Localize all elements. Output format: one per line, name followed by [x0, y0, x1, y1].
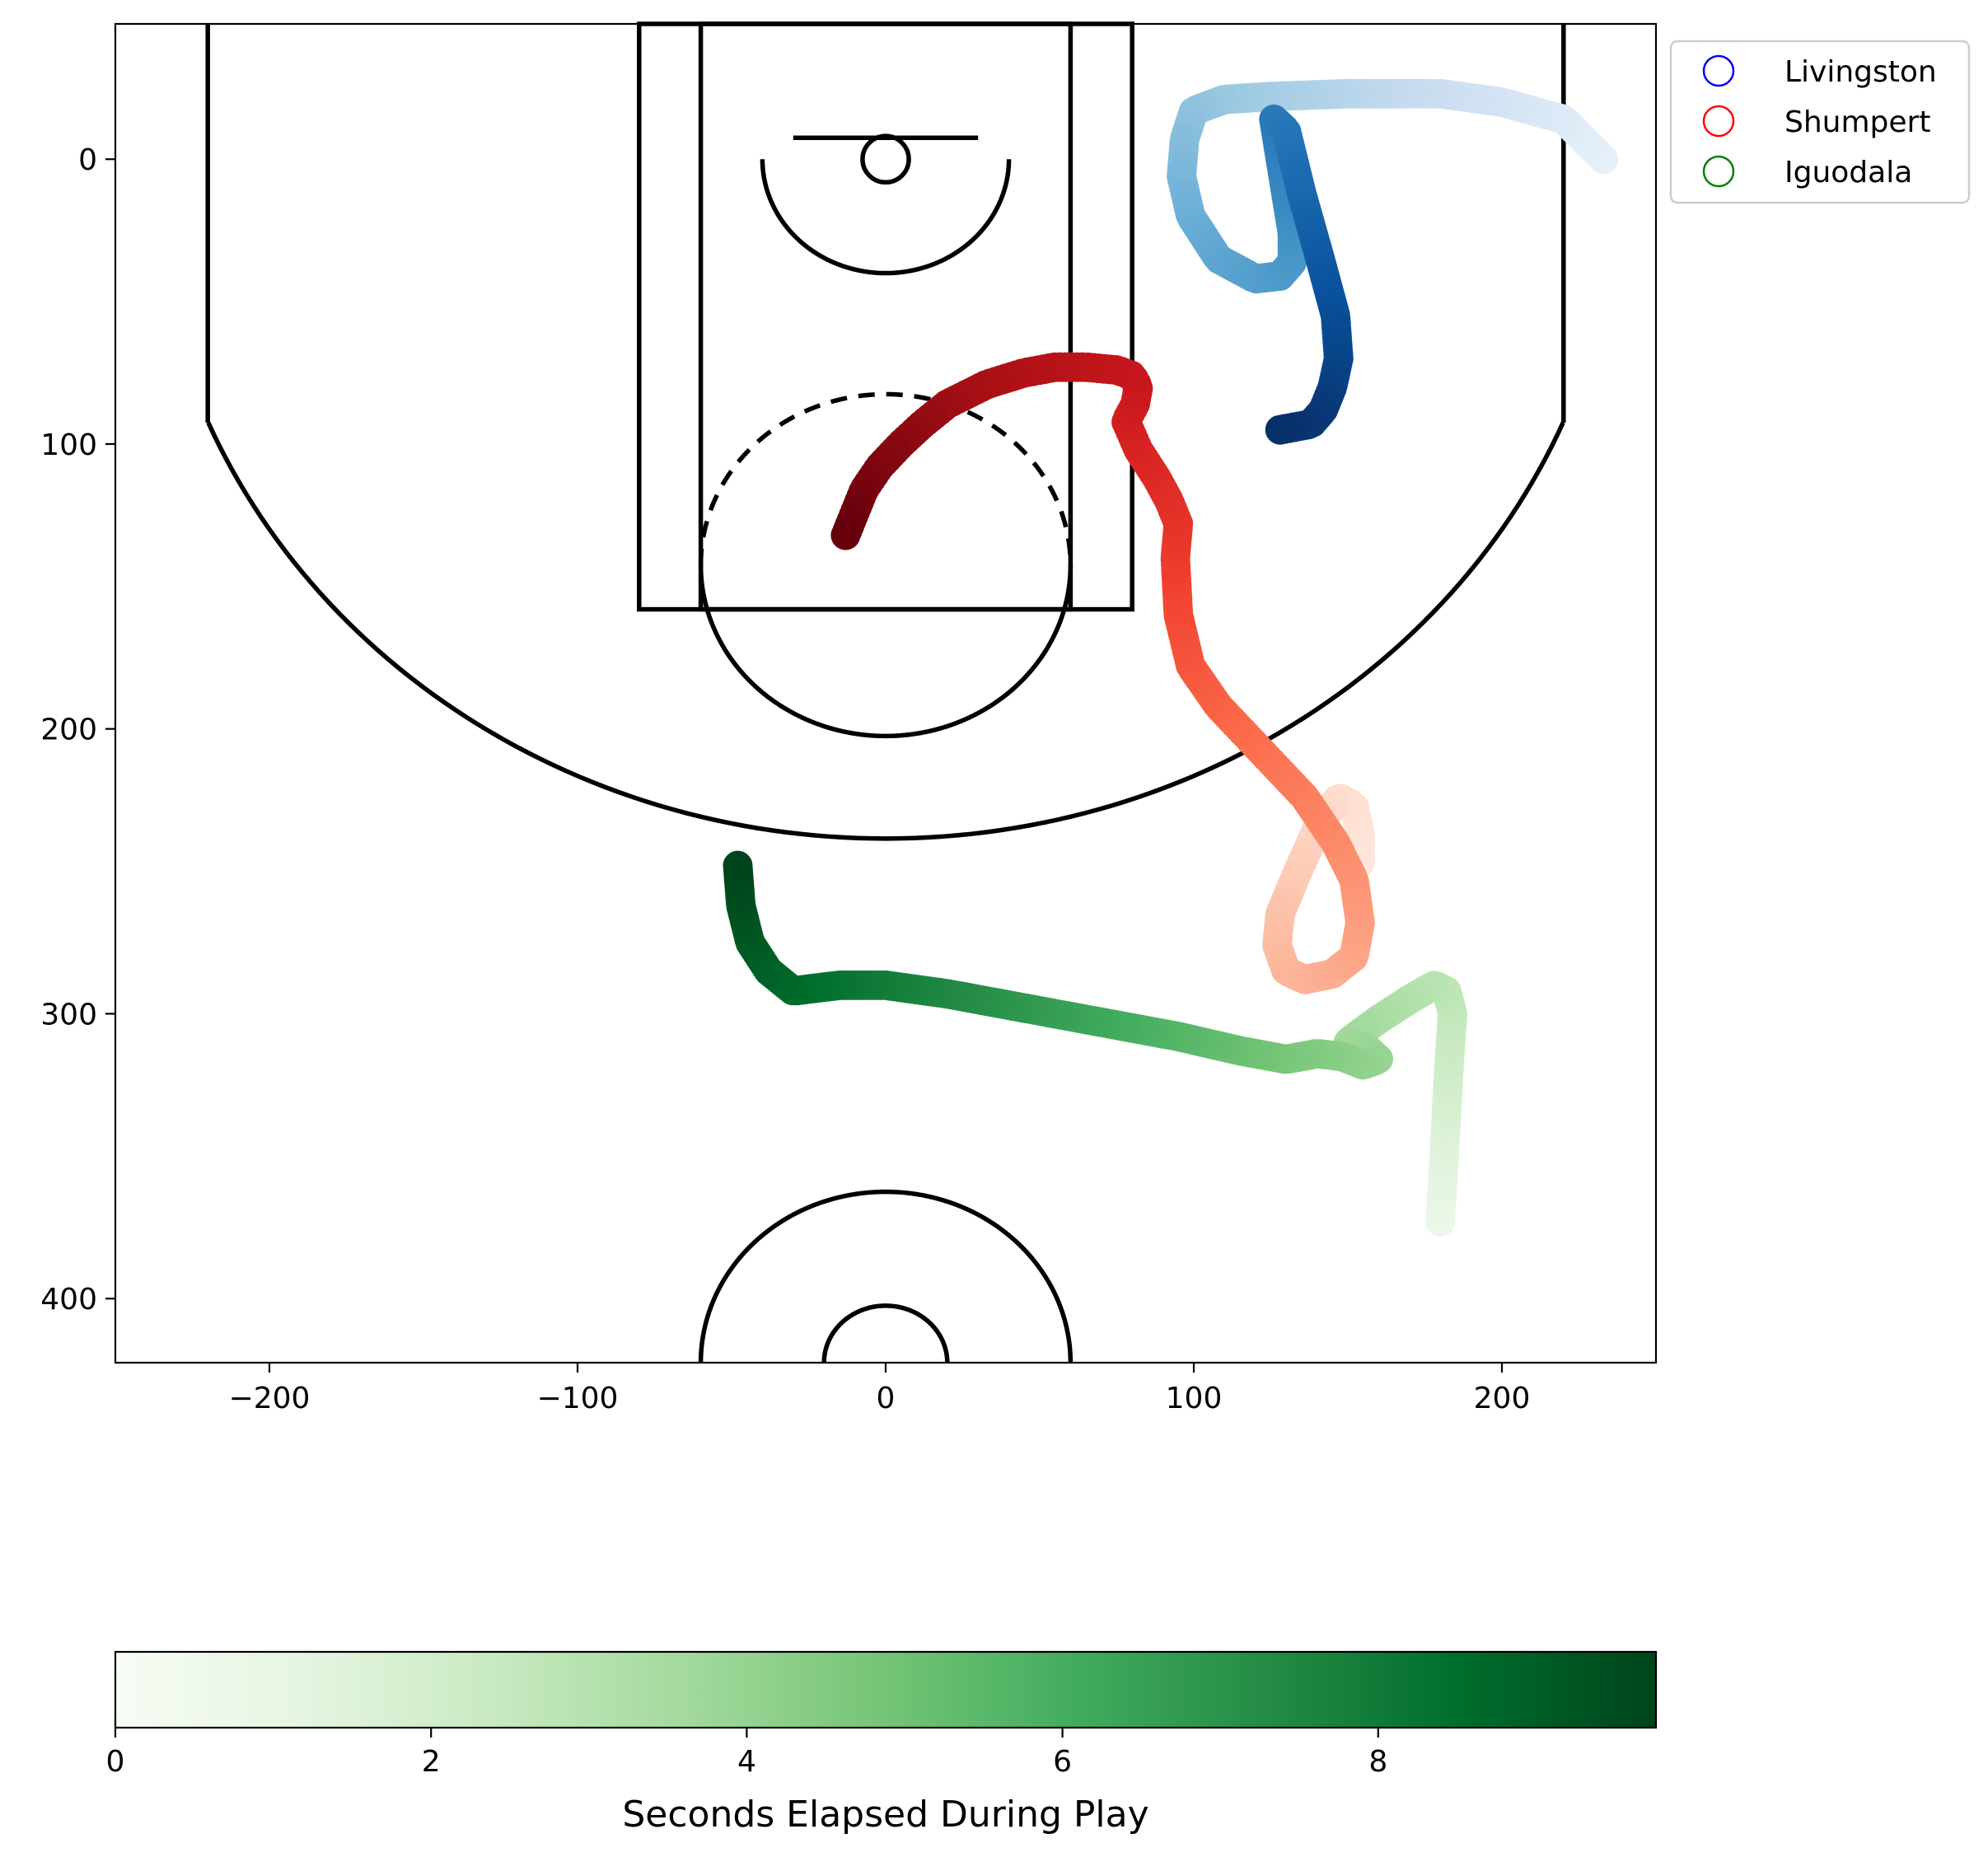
colorbar-label: Seconds Elapsed During Play	[622, 1794, 1148, 1836]
free-throw-arc-dashed	[698, 391, 1074, 565]
center-court-outer	[698, 1189, 1074, 1364]
y-tick-label: 100	[40, 428, 97, 462]
plot-frame	[115, 24, 1656, 1363]
track-shumpert	[830, 352, 1375, 994]
colorbar-tick-label: 2	[422, 1745, 441, 1779]
legend-box	[1669, 40, 1971, 204]
x-tick-label: 100	[1166, 1382, 1223, 1415]
colorbar-tick-label: 6	[1053, 1745, 1072, 1779]
track-point	[830, 520, 861, 550]
legend-label-shumpert: Shumpert	[1785, 105, 1930, 139]
track-point	[723, 850, 753, 881]
colorbar-gradient	[114, 1650, 1658, 1729]
x-tick-label: −200	[229, 1382, 311, 1415]
y-tick-label: 400	[40, 1283, 97, 1317]
x-tick-label: 200	[1474, 1382, 1531, 1415]
legend-label-livingston: Livingston	[1785, 55, 1937, 89]
colorbar-tick-label: 4	[737, 1745, 756, 1779]
legend-marker-shumpert	[1702, 105, 1735, 138]
colorbar-tick-label: 0	[106, 1745, 125, 1779]
legend-marker-livingston	[1702, 54, 1735, 87]
track-point	[1265, 414, 1295, 445]
colorbar: 0 2 4 6 8 Seconds Elapsed During Play	[106, 1650, 1658, 1836]
y-tick-label: 200	[40, 713, 97, 747]
free-throw-arc	[698, 564, 1074, 739]
x-tick-label: 0	[877, 1382, 896, 1415]
y-axis: 0 100 200 300 400	[40, 143, 115, 1317]
center-court-inner	[821, 1303, 950, 1364]
x-tick-label: −100	[537, 1382, 619, 1415]
track-iguodala	[723, 850, 1468, 1237]
player-tracks	[723, 78, 1619, 1237]
track-livingston	[1167, 78, 1619, 445]
legend-marker-iguodala	[1702, 155, 1735, 188]
x-axis: −200 −100 0 100 200	[229, 1363, 1531, 1415]
colorbar-tick-label: 8	[1368, 1745, 1387, 1779]
y-tick-label: 0	[78, 143, 97, 177]
restricted-area	[760, 159, 1012, 276]
three-point-arc	[206, 421, 1565, 841]
legend-label-iguodala: Iguodala	[1785, 156, 1912, 189]
y-tick-label: 300	[40, 998, 97, 1031]
legend: Livingston Shumpert Iguodala	[1669, 40, 1971, 204]
